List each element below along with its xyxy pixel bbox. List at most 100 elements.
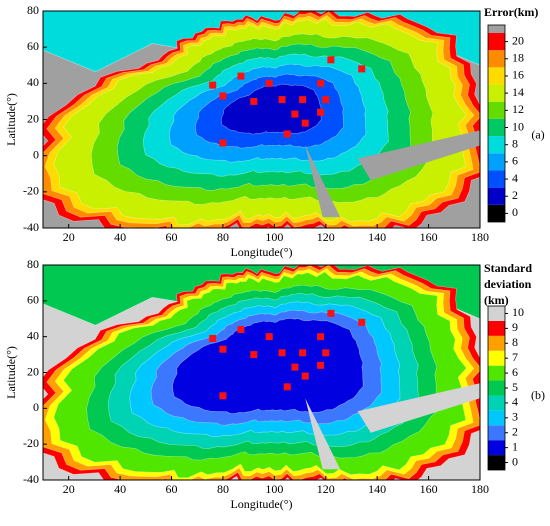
colorbar-tick-label: 3 xyxy=(512,410,518,424)
colorbar-tick-label: 10 xyxy=(512,119,524,133)
colorbar-tick-label: 9 xyxy=(512,320,518,334)
x-tick-label: 100 xyxy=(265,482,283,496)
station-marker xyxy=(209,334,217,342)
station-marker xyxy=(317,79,325,87)
station-marker xyxy=(278,96,286,104)
colorbar-segment xyxy=(488,170,505,188)
station-marker xyxy=(283,383,291,391)
x-tick-label: 80 xyxy=(217,482,229,496)
x-axis-title: Longitude(°) xyxy=(230,497,292,511)
colorbar-segment xyxy=(488,425,505,441)
x-tick-label: 160 xyxy=(420,230,438,244)
y-tick-label: -40 xyxy=(23,472,39,486)
colorbar-segment xyxy=(488,395,505,411)
colorbar-segment xyxy=(488,335,505,351)
y-tick-label: 0 xyxy=(33,400,39,414)
station-marker xyxy=(322,349,330,357)
colorbar-segment xyxy=(488,153,505,171)
colorbar-tick-label: 10 xyxy=(512,305,524,319)
colorbar-tick-label: 8 xyxy=(512,136,518,150)
station-marker xyxy=(358,318,366,326)
y-tick-label: 40 xyxy=(27,75,39,89)
y-tick-label: 60 xyxy=(27,39,39,53)
panel-label: (a) xyxy=(531,127,544,141)
x-tick-label: 140 xyxy=(368,230,386,244)
contour-field xyxy=(43,11,480,228)
colorbar-tick-label: 14 xyxy=(512,85,524,99)
y-axis-title: Latitude(°) xyxy=(4,93,18,146)
contour-band xyxy=(172,317,364,414)
station-marker xyxy=(237,326,245,333)
masked-wedge xyxy=(305,398,341,470)
colorbar-segment xyxy=(488,380,505,396)
colorbar-segment xyxy=(488,365,505,381)
colorbar-tick-label: 2 xyxy=(512,424,518,438)
colorbar-tick-label: 4 xyxy=(512,395,518,409)
station-marker xyxy=(327,56,335,64)
colorbar-tick-label: 7 xyxy=(512,350,518,364)
x-tick-label: 100 xyxy=(265,230,283,244)
y-tick-label: -40 xyxy=(23,220,39,234)
station-marker xyxy=(299,96,307,104)
station-marker xyxy=(299,349,307,357)
colorbar-tick-label: 6 xyxy=(512,154,518,168)
colorbar-tick-label: 4 xyxy=(512,171,518,185)
colorbar-frame xyxy=(487,24,506,223)
x-tick-label: 20 xyxy=(63,230,75,244)
y-tick-label: 0 xyxy=(33,147,39,161)
station-marker xyxy=(209,81,217,89)
masked-wedge xyxy=(357,383,480,433)
station-marker xyxy=(301,119,309,127)
station-marker xyxy=(322,96,330,104)
x-tick-label: 20 xyxy=(63,482,75,496)
colorbar-tick-label: 18 xyxy=(512,51,524,65)
station-marker xyxy=(219,92,227,100)
y-tick-label: 20 xyxy=(27,111,39,125)
colorbar-title: deviation xyxy=(484,277,532,291)
station-marker xyxy=(327,309,335,317)
station-marker xyxy=(291,363,299,371)
x-tick-label: 120 xyxy=(317,482,335,496)
station-marker xyxy=(219,392,227,400)
y-tick-label: 20 xyxy=(27,364,39,378)
station-marker xyxy=(250,351,258,359)
y-tick-label: 80 xyxy=(27,257,39,271)
masked-wedge xyxy=(357,130,480,181)
colorbar-segment xyxy=(488,101,505,119)
colorbar-segment xyxy=(488,204,505,222)
station-marker xyxy=(219,139,227,147)
colorbar-title: Standard xyxy=(484,261,532,275)
colorbar-segment xyxy=(488,118,505,137)
colorbar-cap xyxy=(488,25,505,33)
colorbar-title: (km) xyxy=(484,293,509,307)
x-tick-label: 60 xyxy=(166,482,178,496)
station-marker xyxy=(237,72,245,80)
colorbar-segment xyxy=(488,410,505,426)
y-axis-title: Latitude(°) xyxy=(4,346,18,399)
x-tick-label: 180 xyxy=(471,482,489,496)
station-marker xyxy=(358,65,366,73)
colorbar-title: Error(km) xyxy=(484,5,538,19)
x-tick-label: 160 xyxy=(420,482,438,496)
station-marker xyxy=(265,333,273,341)
colorbar-segment xyxy=(488,33,505,51)
station-marker xyxy=(265,79,273,87)
y-tick-label: -20 xyxy=(23,436,39,450)
colorbar-tick-label: 5 xyxy=(512,380,518,394)
y-tick-label: -20 xyxy=(23,184,39,198)
colorbar-tick-label: 8 xyxy=(512,335,518,349)
colorbar-segment xyxy=(488,306,505,321)
station-marker xyxy=(317,333,325,341)
station-marker xyxy=(317,361,325,369)
station-marker xyxy=(301,372,309,380)
contour-field xyxy=(43,265,480,480)
station-marker xyxy=(317,108,325,116)
colorbar-segment xyxy=(488,320,505,336)
colorbar-tick-label: 0 xyxy=(512,205,518,219)
colorbar-segment xyxy=(488,84,505,102)
x-tick-label: 80 xyxy=(217,230,229,244)
colorbar-segment xyxy=(488,50,505,68)
x-axis-title: Longitude(°) xyxy=(230,245,292,259)
station-marker xyxy=(291,110,299,118)
